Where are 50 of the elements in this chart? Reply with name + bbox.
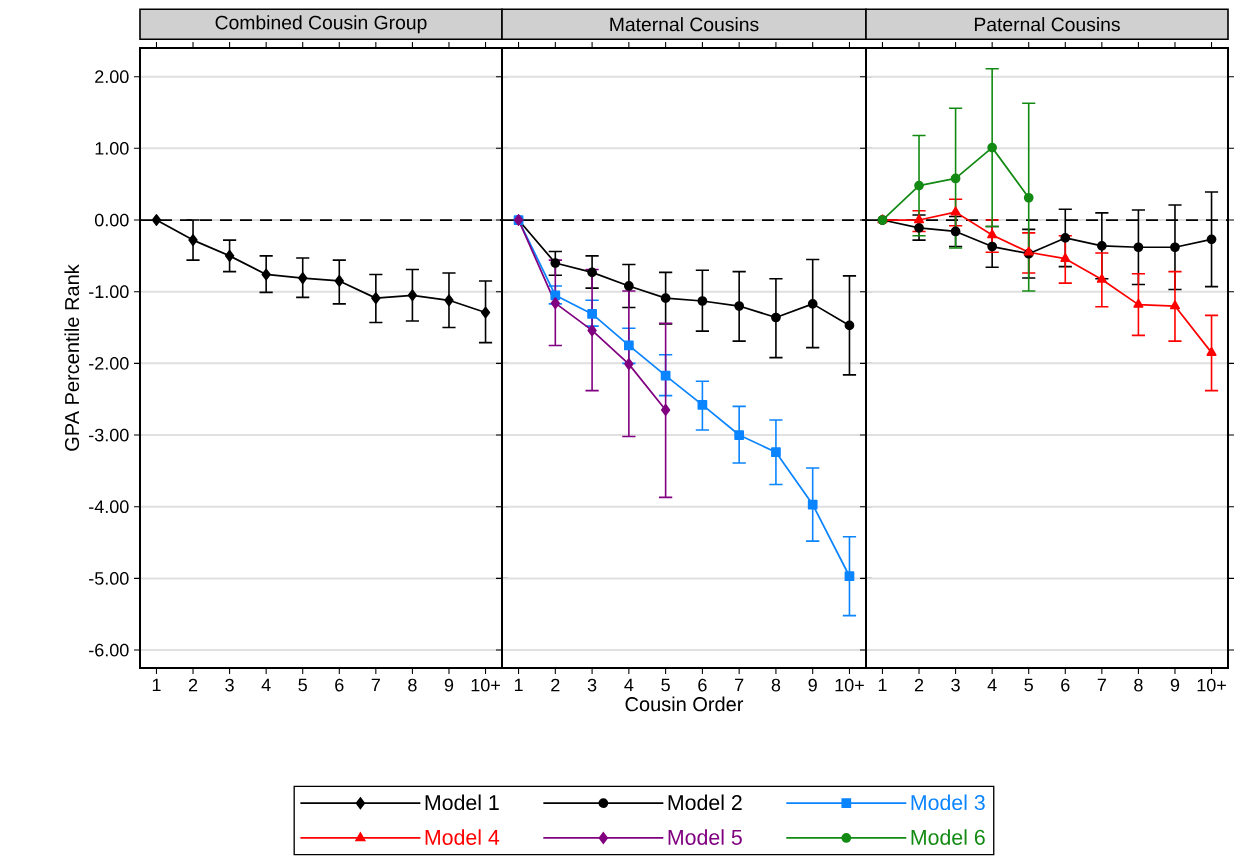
x-tick-label: 7 <box>1097 678 1106 692</box>
text: Model 4 <box>425 829 500 845</box>
x-tick-label: 6 <box>335 678 344 692</box>
x-tick-label: 10+ <box>835 678 864 692</box>
y-tick-label: -3.00 <box>89 428 129 442</box>
chart-title: Combined Cousin Group <box>215 15 427 34</box>
x-tick-label: 2 <box>188 678 198 692</box>
x-tick-label: 1 <box>878 678 887 692</box>
x-tick-label: 1 <box>514 678 523 692</box>
x-axis-title: Cousin Order <box>625 696 744 712</box>
x-tick-label: 5 <box>661 678 670 692</box>
x-tick-label: 5 <box>298 678 307 692</box>
x-tick-label: 5 <box>1024 678 1033 692</box>
text: Model 2 <box>668 794 742 811</box>
text: Model 6 <box>911 829 985 845</box>
y-tick-label: -6.00 <box>89 643 129 657</box>
x-tick-label: 6 <box>698 678 707 692</box>
x-tick-label: 4 <box>261 678 271 692</box>
y-tick-label: 2.00 <box>95 70 129 84</box>
text: Model 5 <box>668 829 742 845</box>
x-tick-label: 3 <box>225 678 234 692</box>
x-tick-label: 2 <box>914 678 924 692</box>
y-axis-title: GPA Percentile Rank <box>64 264 80 451</box>
x-tick-label: 9 <box>1170 678 1180 692</box>
x-tick-label: 4 <box>624 678 634 692</box>
x-tick-label: 9 <box>444 678 454 692</box>
x-tick-label: 2 <box>551 678 560 692</box>
x-tick-label: 8 <box>771 678 781 692</box>
x-tick-label: 7 <box>735 678 744 692</box>
x-tick-label: 6 <box>1061 678 1070 692</box>
y-tick-label: -2.00 <box>89 356 129 370</box>
x-tick-label: 10+ <box>1197 678 1226 692</box>
x-tick-label: 8 <box>1134 678 1143 692</box>
x-tick-label: 9 <box>808 678 817 692</box>
x-tick-label: 3 <box>587 678 597 692</box>
y-tick-label: 1.00 <box>95 141 129 155</box>
text: Model 3 <box>911 794 985 811</box>
chart-title: Paternal Cousins <box>974 17 1120 32</box>
y-tick-label: -5.00 <box>89 572 129 585</box>
text: Model 1 <box>425 794 499 811</box>
x-tick-label: 1 <box>152 678 161 692</box>
x-tick-label: 8 <box>408 678 417 692</box>
chart-title: Maternal Cousins <box>610 17 759 32</box>
x-tick-label: 7 <box>371 678 380 692</box>
x-tick-label: 4 <box>987 678 997 692</box>
y-tick-label: -1.00 <box>89 285 129 299</box>
y-tick-label: 0.00 <box>94 213 129 227</box>
x-tick-label: 10+ <box>471 678 500 692</box>
x-tick-label: 3 <box>951 678 960 692</box>
y-tick-label: -4.00 <box>89 500 129 514</box>
